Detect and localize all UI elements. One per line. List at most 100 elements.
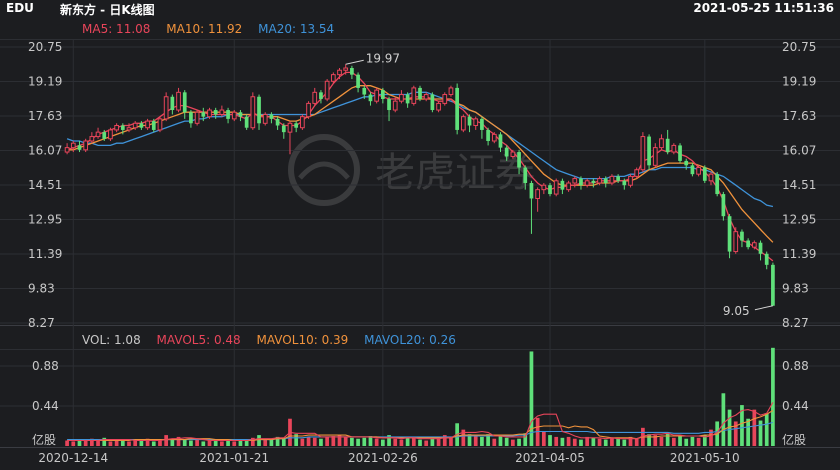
legend-ma10: MA10: 11.92	[166, 22, 243, 36]
volume-bar	[312, 437, 317, 446]
volume-bar	[164, 435, 169, 446]
candle	[486, 127, 490, 146]
candle	[535, 187, 540, 212]
candle	[622, 178, 627, 190]
date-tick: 2021-05-10	[670, 451, 740, 465]
volume-bar	[380, 439, 385, 446]
candle	[671, 143, 677, 155]
candle-body	[460, 116, 466, 131]
volume-bar	[232, 441, 237, 446]
candle-body	[665, 138, 670, 153]
candle	[591, 178, 596, 188]
candle-body	[764, 253, 769, 265]
price-tick-left: 11.39	[28, 247, 62, 261]
volume-bar	[572, 438, 577, 446]
volume-bar	[424, 440, 429, 446]
candle-body	[194, 111, 200, 124]
legend-ma20: MA20: 13.54	[258, 22, 335, 36]
candle	[764, 251, 769, 270]
candle-body	[350, 68, 354, 75]
volume-bar	[665, 433, 670, 446]
candle	[616, 174, 620, 184]
volume-tick-left: 0.44	[32, 399, 59, 413]
candle	[102, 129, 107, 141]
candle-body	[529, 183, 534, 199]
volume-bar	[331, 436, 336, 446]
candle-body	[491, 133, 497, 142]
candle-body	[541, 184, 547, 191]
volume-bar	[275, 436, 280, 446]
price-tick-left: 9.83	[28, 282, 55, 296]
volume-bar	[442, 435, 447, 446]
candle	[70, 140, 76, 153]
volume-bar	[616, 438, 620, 446]
candle-body	[238, 112, 243, 117]
volume-bar	[659, 436, 664, 446]
candle	[300, 114, 305, 130]
candle	[275, 116, 280, 130]
candle	[405, 92, 410, 108]
candle-body	[356, 74, 360, 88]
volume-bar	[498, 435, 503, 446]
candle	[392, 96, 398, 113]
candle	[207, 107, 212, 119]
candle-body	[740, 231, 744, 241]
volume-bar	[523, 433, 528, 446]
candle	[647, 134, 651, 170]
volume-bar	[771, 347, 775, 446]
candle-body	[102, 132, 107, 139]
candle-body	[510, 151, 516, 157]
volume-bar	[108, 441, 113, 446]
volume-ma-lines	[67, 402, 774, 442]
volume-bar	[517, 438, 521, 446]
volume-bar	[758, 420, 763, 446]
candle	[579, 176, 583, 190]
candle	[498, 132, 503, 153]
candle-body	[176, 91, 181, 111]
grid-volume-top	[0, 349, 840, 350]
candle	[287, 121, 293, 155]
candle	[411, 85, 417, 106]
candle	[89, 132, 95, 144]
candle-body	[560, 180, 565, 190]
candle	[95, 127, 101, 139]
candle	[771, 262, 775, 306]
candle-body	[553, 180, 559, 195]
legend-mavol20: MAVOL20: 0.26	[364, 333, 456, 347]
candle	[387, 96, 391, 122]
candle	[634, 167, 640, 179]
volume-bar	[684, 438, 689, 446]
candle	[108, 127, 113, 141]
date-tick: 2021-02-26	[348, 451, 418, 465]
candle-body	[70, 142, 76, 149]
candle	[380, 87, 385, 104]
volume-tick-left: 亿股	[32, 432, 56, 447]
candle	[257, 94, 261, 130]
volume-bar	[702, 435, 707, 446]
volume-bar	[300, 438, 305, 446]
date-tick: 2021-04-05	[515, 451, 585, 465]
candle	[238, 110, 243, 122]
candle	[510, 149, 516, 159]
candle	[362, 85, 367, 99]
volume-bar	[492, 438, 497, 446]
candle-body	[262, 113, 268, 124]
candle-body	[330, 74, 336, 82]
volume-bar	[671, 437, 676, 446]
candle	[399, 90, 404, 104]
candle	[572, 176, 578, 188]
candle	[491, 132, 497, 144]
volume-bar	[102, 437, 107, 446]
candle-body	[126, 127, 132, 131]
timestamp: 2021-05-25 11:51:36	[693, 1, 834, 15]
candle	[541, 183, 547, 195]
candle	[678, 143, 682, 164]
date-tick: 2020-12-14	[38, 451, 108, 465]
volume-bar	[71, 441, 76, 446]
candle-body	[708, 173, 714, 182]
candle-body	[597, 178, 602, 184]
volume-bar	[90, 438, 94, 446]
candle-body	[622, 180, 627, 186]
candle-body	[455, 87, 460, 130]
